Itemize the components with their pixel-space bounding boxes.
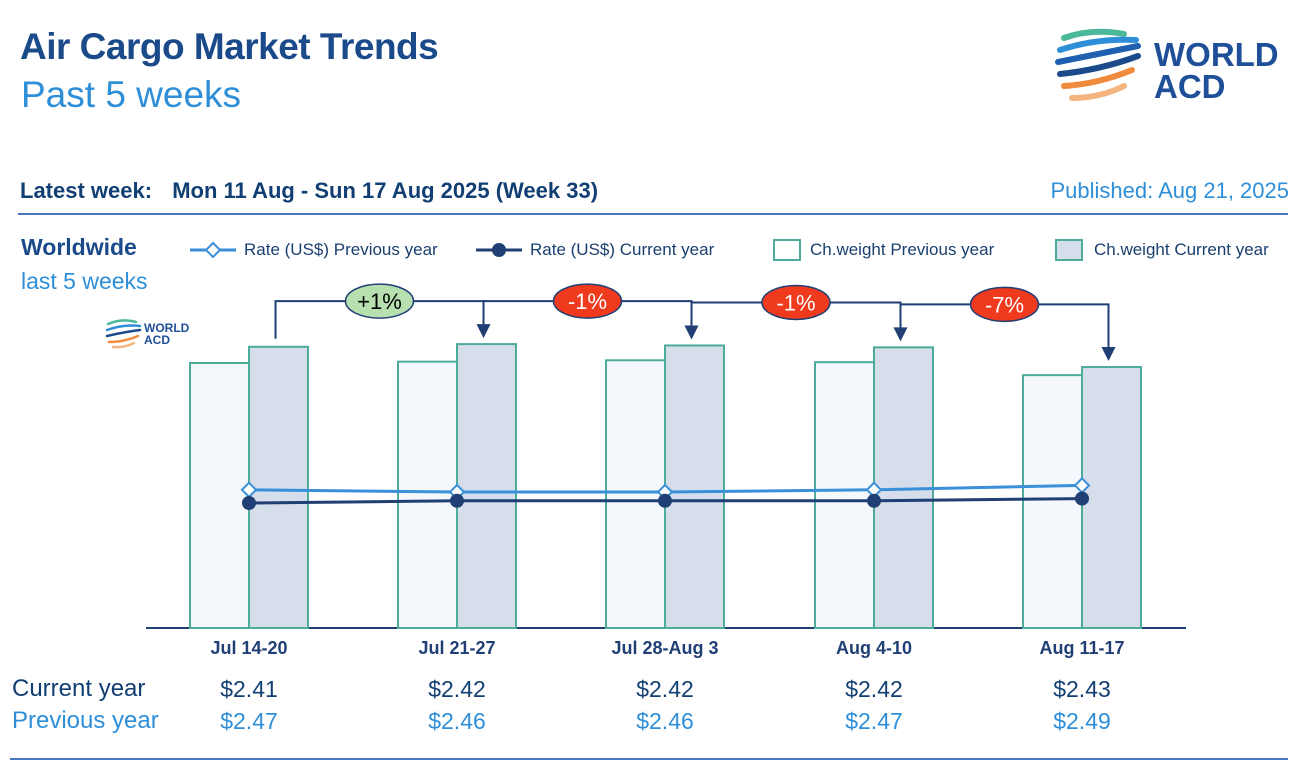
table-row-label-current: Current year [12,675,146,702]
change-badge-label: -1% [776,290,815,315]
rate-previous-value: $2.46 [428,708,486,734]
world-acd-logo: WORLD ACD [1055,28,1279,105]
watermark-text-world: WORLD [144,321,190,335]
rate-current-value: $2.42 [428,676,486,702]
rate-previous-value: $2.47 [220,708,278,734]
legend-weight-current-marker [1055,239,1083,261]
change-badge-label: +1% [357,289,402,314]
bar-weight-previous [189,362,250,629]
legend-rate-previous: Rate (US$) Previous year [190,238,438,262]
latest-week: Latest week: Mon 11 Aug - Sun 17 Aug 202… [20,178,598,204]
change-badge [761,284,831,321]
rate-previous-value: $2.47 [845,708,903,734]
change-badge [552,283,623,319]
rate-previous-value: $2.49 [1053,708,1111,734]
x-tick-label: Jul 14-20 [210,638,287,658]
legend-rate-current: Rate (US$) Current year [476,238,714,262]
change-arrowhead [1101,347,1116,362]
legend-weight-previous-label: Ch.weight Previous year [810,240,995,259]
x-tick-label: Jul 28-Aug 3 [611,638,718,658]
region-name: Worldwide [21,234,137,260]
watermark-text-acd: ACD [144,333,170,347]
x-tick-label: Aug 4-10 [836,638,912,658]
legend-weight-current-label: Ch.weight Current year [1094,240,1269,259]
legend-rate-current-label: Rate (US$) Current year [530,240,715,259]
latest-week-label: Latest week: [20,178,153,203]
change-badge-label: -7% [985,292,1024,317]
x-tick-label: Aug 11-17 [1039,638,1124,658]
logo-text-world: WORLD [1154,36,1279,73]
bar-weight-previous [814,361,875,629]
bar-weight-current [1081,366,1142,629]
latest-week-value: Mon 11 Aug - Sun 17 Aug 2025 (Week 33) [172,178,599,203]
legend-rate-previous-label: Rate (US$) Previous year [244,240,438,259]
bar-weight-previous [605,359,666,629]
rate-current-value: $2.43 [1053,676,1111,702]
point-rate-current [1075,491,1089,506]
legend-weight-current: Ch.weight Current year [1054,238,1269,262]
table-row-label-previous: Previous year [12,707,159,734]
rate-current-value: $2.41 [220,676,278,702]
rate-current-value: $2.42 [636,676,694,702]
legend-rate-previous-marker [190,241,236,259]
bar-weight-current [248,345,309,629]
logo-text-acd: ACD [1154,68,1226,105]
point-rate-current [450,493,464,508]
rate-current-value: $2.42 [845,676,903,702]
point-rate-current [658,493,672,508]
region-period: last 5 weeks [21,268,148,294]
bar-weight-current [664,344,725,629]
point-rate-current [242,496,256,510]
change-badge [969,286,1040,323]
bar-weight-previous [1022,374,1083,629]
bar-weight-previous [397,360,458,629]
change-badge [344,283,415,319]
page-title: Air Cargo Market Trends [20,26,439,67]
divider-bottom [10,758,1288,760]
rate-previous-value: $2.46 [636,708,694,734]
legend-weight-previous: Ch.weight Previous year [772,238,994,262]
published-date: Published: Aug 21, 2025 [1050,178,1289,203]
point-rate-current [867,493,881,508]
page-subtitle: Past 5 weeks [21,74,242,115]
world-acd-watermark-logo: WORLD ACD [105,319,190,349]
bar-weight-current [456,343,517,629]
divider-top [18,213,1288,215]
change-badge-label: -1% [568,289,607,314]
x-tick-label: Jul 21-27 [418,638,495,658]
legend-rate-current-marker [476,243,522,257]
legend-weight-previous-marker [773,239,801,261]
